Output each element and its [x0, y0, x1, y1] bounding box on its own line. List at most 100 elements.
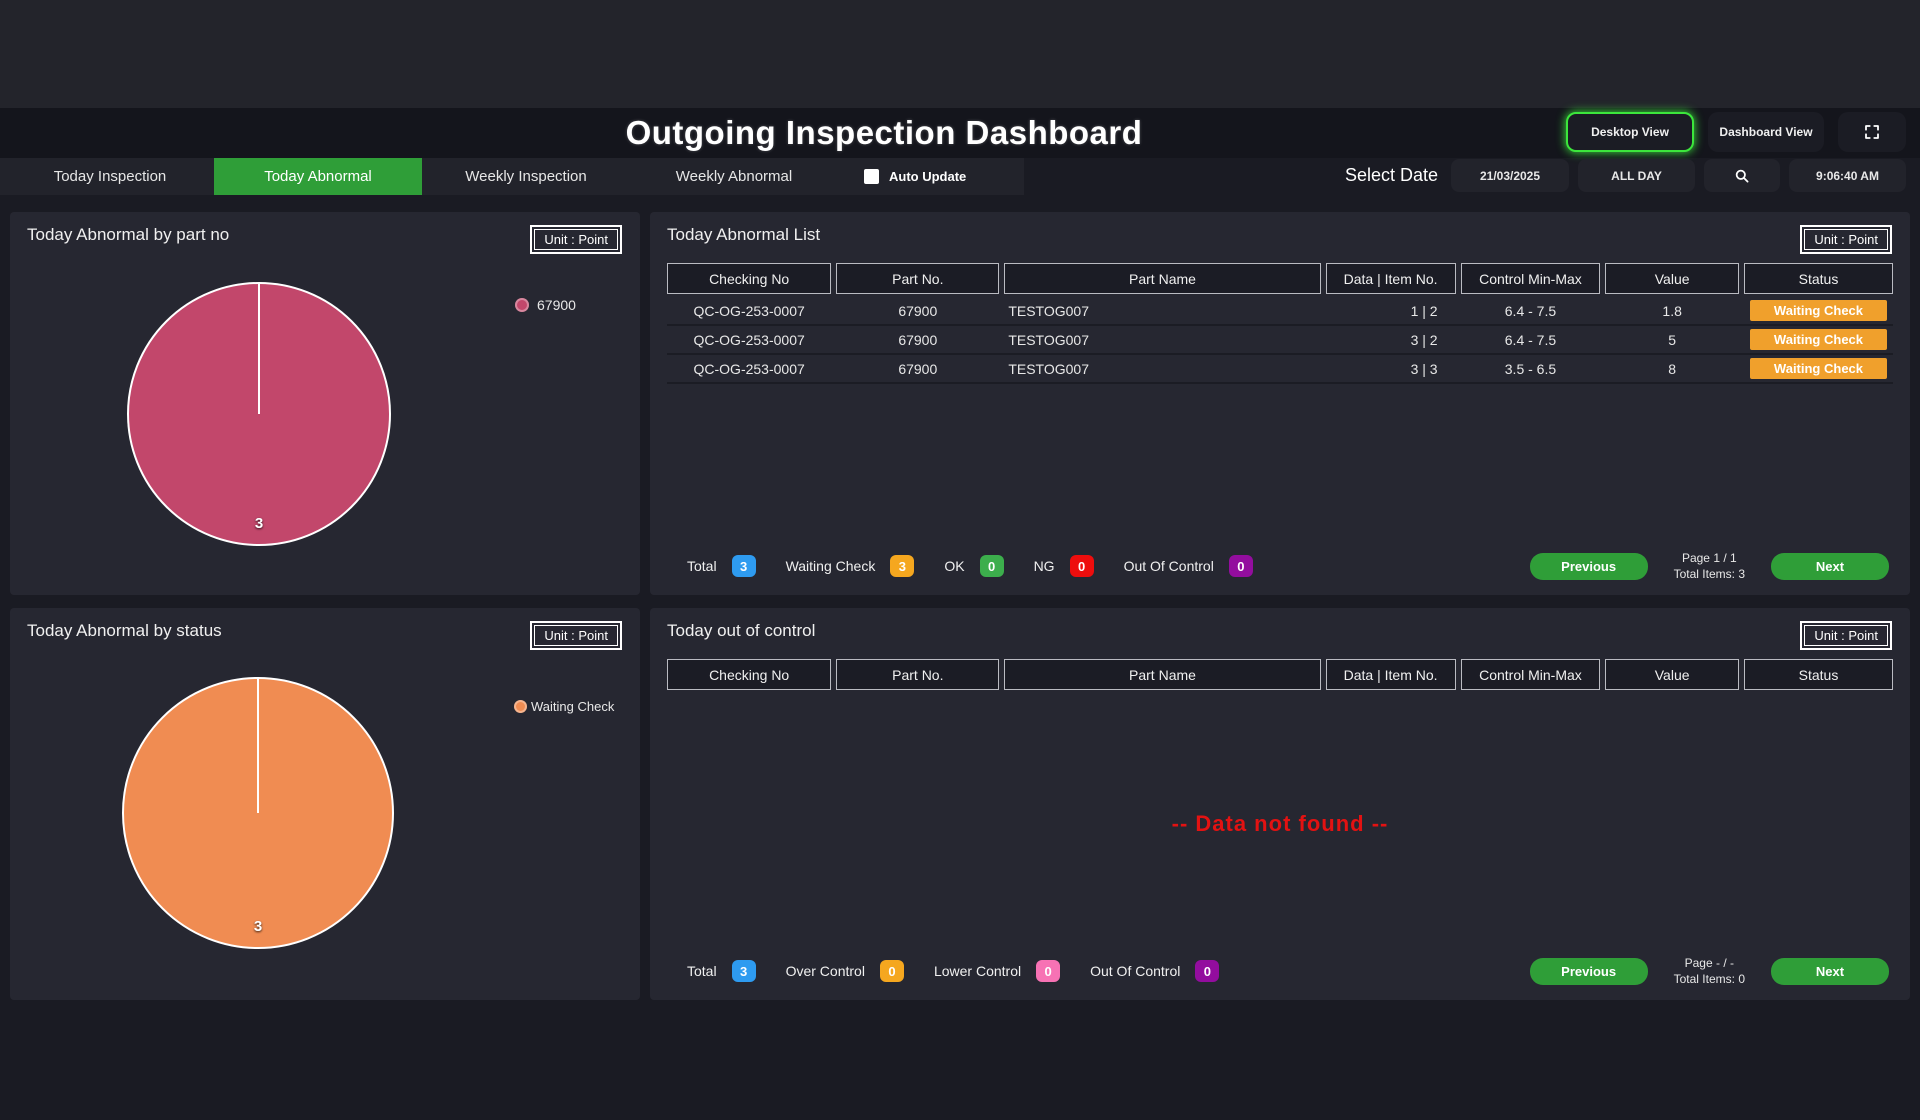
panel-abnormal-list: Today Abnormal List Unit : Point Checkin… [650, 212, 1910, 595]
summary-label: OK [944, 558, 965, 574]
status-summary: Total 3 Waiting Check 3 OK 0 NG [687, 555, 1253, 577]
count-badge: 3 [731, 555, 756, 577]
count-badge: 0 [879, 960, 904, 982]
column-header-part-name: Part Name [1004, 659, 1321, 690]
cell-part-name: TESTOG007 [1008, 331, 1089, 348]
date-picker[interactable]: 21/03/2025 [1451, 159, 1569, 192]
page-info: Page 1 / 1 Total Items: 3 [1674, 550, 1745, 582]
header-buttons: Desktop View Dashboard View [1566, 112, 1906, 152]
cell-part-name: TESTOG007 [1008, 360, 1089, 377]
page-info: Page - / - Total Items: 0 [1674, 955, 1745, 987]
column-header-data-item-no: Data | Item No. [1325, 263, 1456, 294]
count-badge: 0 [979, 555, 1004, 577]
dashboard-view-button[interactable]: Dashboard View [1708, 112, 1824, 152]
tab-weekly-abnormal[interactable]: Weekly Abnormal [675, 168, 793, 185]
pie-legend: Waiting Check [514, 699, 614, 714]
summary-label: Waiting Check [785, 558, 876, 574]
column-header-part-no: Part No. [836, 263, 1000, 294]
table-row[interactable]: QC-OG-253-0007 67900 TESTOG007 3 | 3 3.5… [667, 355, 1893, 384]
panel-head: Today Abnormal List Unit : Point [667, 225, 1893, 253]
right-column: Today Abnormal List Unit : Point Checkin… [650, 212, 1910, 1000]
next-button[interactable]: Next [1771, 552, 1889, 580]
cell-data-item-no: 3 | 3 [1410, 360, 1438, 377]
cell-data-item-no: 3 | 2 [1410, 331, 1438, 348]
count-badge: 0 [1195, 960, 1220, 982]
column-header-checking-no: Checking No [667, 263, 832, 294]
unit-badge: Unit : Point [534, 229, 618, 250]
data-not-found-message: -- Data not found -- [1171, 811, 1389, 836]
column-header-checking-no: Checking No [667, 659, 832, 690]
cell-checking-no: QC-OG-253-0007 [693, 302, 805, 319]
panel-head: Today Abnormal by part no Unit : Point [27, 225, 623, 253]
pie-chart-status: 3 Waiting Check [27, 649, 623, 987]
panel-head: Today out of control Unit : Point [667, 621, 1893, 649]
panel-footer: Total 3 Over Control 0 Lower Control 0 [667, 955, 1893, 987]
legend-dot [515, 298, 529, 312]
pie-value-label: 3 [254, 515, 264, 532]
fullscreen-icon [1863, 123, 1881, 141]
desktop-view-button[interactable]: Desktop View [1566, 112, 1694, 152]
table-body: QC-OG-253-0007 67900 TESTOG007 1 | 2 6.4… [667, 297, 1893, 550]
table-row[interactable]: QC-OG-253-0007 67900 TESTOG007 1 | 2 6.4… [667, 297, 1893, 326]
auto-update-checkbox[interactable] [864, 169, 879, 184]
unit-badge: Unit : Point [1804, 625, 1888, 646]
summary-label: Over Control [785, 963, 865, 979]
summary-total: Total 3 [687, 555, 756, 577]
auto-update-label: Auto Update [889, 169, 967, 184]
panel-abnormal-by-status: Today Abnormal by status Unit : Point 3 … [10, 608, 640, 1000]
column-header-data-item-no: Data | Item No. [1325, 659, 1456, 690]
column-header-control-min-max: Control Min-Max [1460, 263, 1601, 294]
legend-label: 67900 [537, 297, 576, 313]
pie-slice: 3 [127, 282, 391, 546]
summary-label: Out Of Control [1090, 963, 1181, 979]
search-button[interactable] [1704, 159, 1780, 192]
panel-title: Today Abnormal by status [27, 621, 222, 640]
table-body-empty: -- Data not found -- [667, 693, 1893, 955]
legend-dot [514, 700, 527, 713]
summary-total: Total 3 [687, 960, 756, 982]
pie-legend: 67900 [515, 297, 576, 313]
panel-abnormal-by-part-no: Today Abnormal by part no Unit : Point 3… [10, 212, 640, 595]
cell-checking-no: QC-OG-253-0007 [693, 360, 805, 377]
panel-footer: Total 3 Waiting Check 3 OK 0 NG [667, 550, 1893, 582]
count-badge: 0 [1228, 555, 1253, 577]
total-items: Total Items: 3 [1673, 567, 1745, 581]
summary-over-control: Over Control 0 [786, 960, 904, 982]
column-header-status: Status [1743, 263, 1893, 294]
fullscreen-button[interactable] [1838, 112, 1906, 152]
panel-out-of-control: Today out of control Unit : Point Checki… [650, 608, 1910, 1000]
summary-ng: NG 0 [1034, 555, 1094, 577]
tab-weekly-inspection[interactable]: Weekly Inspection [465, 168, 587, 185]
tab-today-inspection[interactable]: Today Inspection [53, 168, 167, 185]
column-header-control-min-max: Control Min-Max [1460, 659, 1601, 690]
panel-title: Today Abnormal by part no [27, 225, 230, 244]
auto-update-toggle[interactable]: Auto Update [864, 158, 966, 195]
previous-button[interactable]: Previous [1529, 552, 1648, 580]
status-summary: Total 3 Over Control 0 Lower Control 0 [687, 960, 1220, 982]
panel-title: Today Abnormal List [667, 225, 821, 244]
day-range-select[interactable]: ALL DAY [1578, 159, 1695, 192]
cell-part-no: 67900 [898, 360, 938, 377]
next-button[interactable]: Next [1771, 957, 1889, 985]
summary-ok: OK 0 [944, 555, 1004, 577]
page-title: Outgoing Inspection Dashboard [625, 114, 1143, 151]
column-header-value: Value [1605, 263, 1739, 294]
page-number: Page 1 / 1 [1681, 550, 1737, 565]
cell-part-no: 67900 [898, 331, 938, 348]
status-badge: Waiting Check [1749, 358, 1887, 379]
select-date-label: Select Date [1344, 165, 1438, 185]
tab-today-abnormal[interactable]: Today Abnormal [214, 158, 422, 195]
count-badge: 3 [890, 555, 915, 577]
table-row[interactable]: QC-OG-253-0007 67900 TESTOG007 3 | 2 6.4… [667, 326, 1893, 355]
summary-label: Lower Control [933, 963, 1022, 979]
cell-checking-no: QC-OG-253-0007 [693, 331, 805, 348]
cell-value: 8 [1668, 360, 1677, 377]
cell-value: 5 [1668, 331, 1677, 348]
status-badge: Waiting Check [1749, 300, 1887, 321]
column-header-part-name: Part Name [1004, 263, 1321, 294]
tab-strip: Today Inspection Today Abnormal Weekly I… [0, 158, 1024, 195]
panel-title: Today out of control [667, 621, 816, 640]
count-badge: 0 [1036, 960, 1061, 982]
unit-badge: Unit : Point [1804, 229, 1888, 250]
previous-button[interactable]: Previous [1529, 957, 1648, 985]
